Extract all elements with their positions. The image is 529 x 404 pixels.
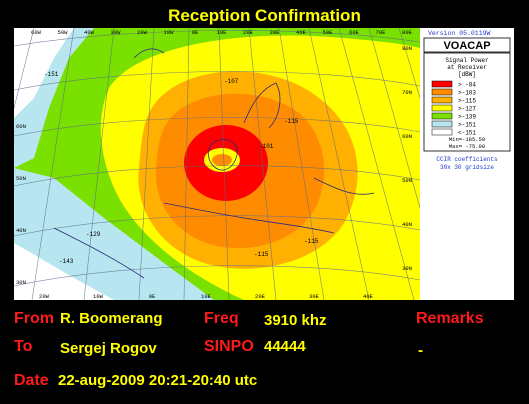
zone-white <box>14 243 114 300</box>
grid-label: 10W <box>93 293 104 300</box>
version-text: Version 05.0119W <box>428 30 491 37</box>
date-label: Date <box>14 372 49 389</box>
zone-lightblue <box>14 168 214 300</box>
to-value: Sergej Rogov <box>60 340 157 357</box>
grid-label: 60N <box>402 133 412 140</box>
sinpo-label: SINPO <box>204 338 254 355</box>
legend-swatch <box>431 80 453 88</box>
freq-value: 3910 khz <box>264 312 327 329</box>
grid-label: 60W <box>31 29 42 36</box>
brand-text: VOACAP <box>443 40 490 52</box>
contour-label: -107 <box>224 78 239 85</box>
grid-label: 30N <box>402 265 412 272</box>
sinpo-value: 44444 <box>264 338 306 355</box>
grid-label: 50E <box>323 29 334 36</box>
contour-label: -115 <box>254 251 269 258</box>
grid-label: 70N <box>402 89 412 96</box>
grid-label: 30N <box>16 279 26 286</box>
grid-label: 80E <box>402 29 413 36</box>
legend-swatch <box>431 96 453 104</box>
grid-label: 60E <box>349 29 360 36</box>
grid-label: 0E <box>149 293 156 300</box>
legend-swatch <box>431 112 453 120</box>
ccir-text: CCIR coefficients <box>436 156 498 163</box>
legend-swatch <box>431 104 453 112</box>
remarks-label: Remarks <box>416 310 484 327</box>
from-value: R. Boomerang <box>60 310 163 327</box>
grid-label: 80N <box>402 45 412 52</box>
grid-label: 50W <box>58 29 69 36</box>
date-value: 22-aug-2009 20:21-20:40 utc <box>58 372 258 389</box>
grid-label: 20W <box>137 29 148 36</box>
contour-label: -101 <box>259 143 274 150</box>
contour-label: -115 <box>304 238 319 245</box>
grid-label: 10E <box>217 29 228 36</box>
legend-swatch <box>431 128 453 136</box>
grid-label: 20E <box>243 29 254 36</box>
grid-label: 10E <box>201 293 212 300</box>
grid-label: 40N <box>16 227 26 234</box>
grid-label: 20W <box>39 293 50 300</box>
legend-title-3: [dBW] <box>458 71 476 78</box>
grid-label: 60N <box>16 123 26 130</box>
grid-label: 40E <box>296 29 307 36</box>
legend-label: > -84 <box>458 82 476 89</box>
gridsize-text: 30x 30 gridsize <box>440 164 494 171</box>
legend-label: >-115 <box>458 98 476 105</box>
freq-label: Freq <box>204 310 239 327</box>
legend-min: Min=-185.50 <box>449 136 485 143</box>
legend-label: >-139 <box>458 114 476 121</box>
legend-label: <-151 <box>458 130 476 137</box>
legend-label: >-151 <box>458 122 476 129</box>
grid-label: 50N <box>16 175 26 182</box>
grid-label: 70E <box>376 29 387 36</box>
legend-label: >-127 <box>458 106 476 113</box>
zone-white-corner <box>14 28 74 118</box>
grid-label: 40W <box>84 29 95 36</box>
contour-label: -115 <box>284 118 299 125</box>
contour-label: -129 <box>86 231 101 238</box>
contour-label: -151 <box>44 71 59 78</box>
legend-title-2: at Receiver <box>447 64 487 71</box>
legend-title-1: Signal Power <box>445 57 489 64</box>
grid-label: 50N <box>402 177 412 184</box>
grid-label: 20E <box>255 293 266 300</box>
grid-label: 10W <box>164 29 175 36</box>
grid-label: 0E <box>192 29 199 36</box>
grid-label: 30E <box>309 293 320 300</box>
grid-label: 30W <box>111 29 122 36</box>
to-label: To <box>14 338 33 355</box>
legend-swatch <box>431 120 453 128</box>
page-title: Reception Confirmation <box>168 6 361 25</box>
legend-max: Max= -75.00 <box>449 143 485 150</box>
from-label: From <box>14 310 54 327</box>
remarks-value: - <box>418 342 423 359</box>
grid-label: 40N <box>402 221 412 228</box>
contour-label: -143 <box>59 258 74 265</box>
grid-label: 40E <box>363 293 374 300</box>
legend-swatch <box>431 88 453 96</box>
legend-label: >-103 <box>458 90 476 97</box>
grid-label: 30E <box>270 29 281 36</box>
coverage-map: -107 -115 -101 -115 -115 -129 -143 -151 … <box>14 28 514 300</box>
